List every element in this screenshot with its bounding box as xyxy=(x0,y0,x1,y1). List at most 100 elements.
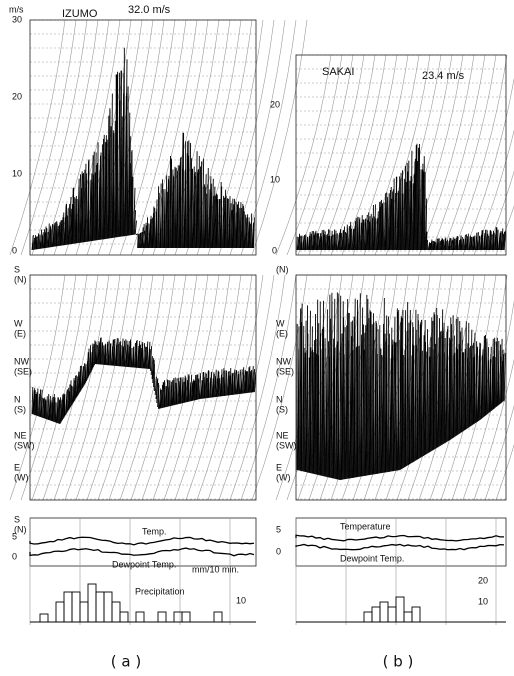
trace xyxy=(149,349,151,369)
direction-label: NE xyxy=(276,430,289,440)
trace xyxy=(59,397,62,425)
trace xyxy=(394,192,397,251)
trace xyxy=(333,298,336,479)
trace xyxy=(199,166,201,249)
trace xyxy=(55,221,58,247)
trace xyxy=(129,136,131,236)
grid-arc xyxy=(495,205,514,256)
trace xyxy=(367,318,370,476)
direction-label: S xyxy=(14,514,20,524)
direction-label: (W) xyxy=(276,472,291,482)
trace xyxy=(138,232,141,249)
trace xyxy=(382,323,384,473)
trace xyxy=(354,332,356,478)
trace xyxy=(137,233,140,249)
trace xyxy=(97,342,101,365)
trace xyxy=(90,352,93,372)
trace xyxy=(141,343,143,369)
trace xyxy=(445,331,448,443)
trace xyxy=(119,70,122,237)
trace xyxy=(318,236,321,251)
trace xyxy=(403,165,407,251)
trace xyxy=(165,191,168,249)
trace xyxy=(213,195,217,249)
trace xyxy=(380,355,383,474)
trace xyxy=(418,324,421,459)
trace xyxy=(123,340,125,367)
trace xyxy=(383,333,386,473)
trace xyxy=(374,320,377,475)
trace xyxy=(414,145,417,251)
trace xyxy=(330,236,332,251)
trace xyxy=(439,239,442,251)
trace xyxy=(181,377,184,404)
direction-label: NW xyxy=(14,356,29,366)
precip-bar xyxy=(387,606,397,623)
trace xyxy=(440,237,443,251)
trace xyxy=(352,228,355,251)
panel-frame xyxy=(29,274,257,501)
trace xyxy=(404,310,407,468)
trace xyxy=(428,356,431,453)
trace xyxy=(458,239,461,251)
trace xyxy=(414,309,417,462)
precip-unit: mm/10 min. xyxy=(192,564,239,574)
trace xyxy=(471,236,474,251)
trace xyxy=(111,130,114,239)
trace xyxy=(65,391,68,416)
trace xyxy=(310,230,313,251)
trace xyxy=(69,380,72,408)
trace xyxy=(248,221,251,249)
trace xyxy=(97,341,100,365)
trace xyxy=(494,227,497,251)
trace xyxy=(47,393,50,420)
trace xyxy=(244,214,247,249)
precip-bar xyxy=(39,613,49,623)
speed-tick: 10 xyxy=(270,174,280,184)
panel-frame xyxy=(29,19,257,256)
trace xyxy=(121,338,124,367)
trace xyxy=(165,386,168,408)
trace xyxy=(340,232,343,251)
trace xyxy=(49,395,51,421)
temp-tick: 0 xyxy=(12,551,17,561)
trace xyxy=(120,70,122,237)
trace xyxy=(81,173,84,243)
grid-arc xyxy=(20,19,77,256)
trace xyxy=(213,186,216,249)
trace xyxy=(94,152,97,241)
direction-label: (N) xyxy=(276,264,289,274)
grid-arc xyxy=(429,54,486,256)
trace xyxy=(406,162,408,251)
trace xyxy=(340,333,343,480)
trace xyxy=(173,377,176,406)
trace xyxy=(114,344,118,366)
trace xyxy=(110,93,113,239)
trace xyxy=(399,316,402,470)
trace xyxy=(149,346,153,372)
trace xyxy=(438,240,441,251)
trace xyxy=(80,365,82,391)
trace xyxy=(339,229,342,251)
trace xyxy=(407,322,410,466)
trace xyxy=(127,340,130,368)
trace xyxy=(43,397,46,419)
trace xyxy=(212,372,215,398)
trace xyxy=(191,381,194,401)
trace xyxy=(328,294,331,478)
temp-line xyxy=(295,534,505,542)
trace xyxy=(105,135,107,239)
trace xyxy=(83,169,86,243)
panel-label: ( b ) xyxy=(383,653,414,671)
trace xyxy=(97,170,101,241)
trace xyxy=(40,229,43,249)
precip-bar xyxy=(119,611,129,623)
trace xyxy=(57,397,59,424)
trace xyxy=(486,347,489,415)
trace xyxy=(346,298,349,479)
trace xyxy=(46,231,49,248)
precip-bar xyxy=(103,591,113,623)
trace xyxy=(67,387,70,412)
trace xyxy=(468,235,471,251)
trace xyxy=(222,368,225,397)
